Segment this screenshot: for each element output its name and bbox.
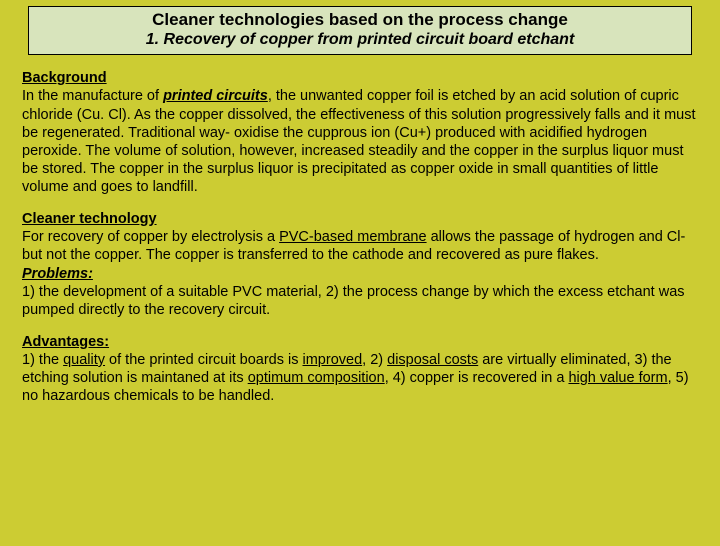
header-title: Cleaner technologies based on the proces… xyxy=(33,9,687,30)
header-box: Cleaner technologies based on the proces… xyxy=(28,6,692,55)
adv-2a: , 2) xyxy=(362,352,387,368)
header-subtitle: 1. Recovery of copper from printed circu… xyxy=(33,30,687,50)
adv-optimum-composition: optimum composition xyxy=(248,370,385,386)
adv-quality: quality xyxy=(63,352,105,368)
adv-1c: of the printed circuit boards is xyxy=(105,352,302,368)
cleaner-tech-section: Cleaner technology For recovery of coppe… xyxy=(22,210,698,319)
background-emph-printed-circuits: printed circuits xyxy=(163,88,268,104)
adv-1a: 1) the xyxy=(22,352,63,368)
content-area: Background In the manufacture of printed… xyxy=(0,55,720,405)
adv-disposal-costs: disposal costs xyxy=(387,352,478,368)
adv-4a: , 4) copper is recovered in a xyxy=(385,370,569,386)
advantages-section: Advantages: 1) the quality of the printe… xyxy=(22,333,698,406)
cleaner-heading: Cleaner technology xyxy=(22,211,157,227)
advantages-heading: Advantages: xyxy=(22,334,109,350)
background-text-1: In the manufacture of xyxy=(22,88,163,104)
adv-high-value-form: high value form xyxy=(568,370,667,386)
cleaner-emph-pvc-membrane: PVC-based membrane xyxy=(279,229,427,245)
cleaner-text-1: For recovery of copper by electrolysis a xyxy=(22,229,279,245)
problems-body: 1) the development of a suitable PVC mat… xyxy=(22,284,685,318)
background-section: Background In the manufacture of printed… xyxy=(22,69,698,196)
background-heading: Background xyxy=(22,70,107,86)
problems-heading: Problems: xyxy=(22,266,93,282)
adv-improved: improved xyxy=(303,352,363,368)
